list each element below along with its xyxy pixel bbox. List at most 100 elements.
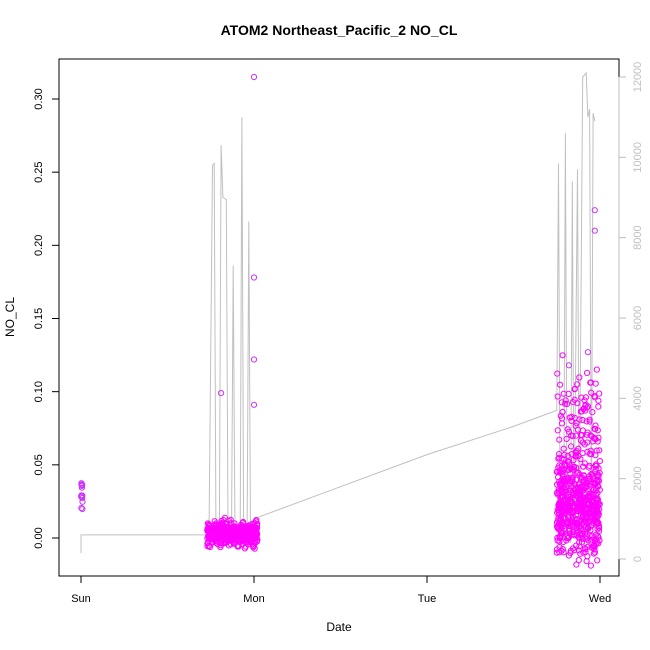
data-point <box>565 362 573 369</box>
data-point <box>587 538 594 545</box>
data-point <box>582 548 589 556</box>
data-point <box>586 462 593 469</box>
data-point <box>574 490 581 497</box>
y-left-tick-label: 0.00 <box>33 527 45 548</box>
data-point <box>241 545 248 552</box>
data-point <box>578 474 586 481</box>
data-point <box>579 439 587 446</box>
data-point <box>595 403 602 410</box>
data-point <box>572 476 580 483</box>
data-point <box>79 505 86 513</box>
data-point <box>582 518 589 526</box>
data-point <box>251 545 258 552</box>
data-point <box>236 530 243 537</box>
data-point <box>554 370 561 377</box>
data-point <box>594 520 601 527</box>
data-point <box>594 483 601 490</box>
data-point <box>592 436 599 443</box>
data-point <box>569 516 576 523</box>
data-point <box>210 539 217 546</box>
data-point <box>591 425 598 432</box>
data-point <box>583 479 590 486</box>
data-point <box>587 478 594 485</box>
data-point <box>567 443 575 450</box>
x-axis: Sun Mon Tue Wed <box>71 575 611 605</box>
data-point <box>571 547 578 554</box>
data-point <box>220 539 228 546</box>
data-point <box>558 462 565 469</box>
y-right-tick-label: 0 <box>632 556 644 562</box>
data-point <box>565 504 572 511</box>
data-point <box>568 413 575 420</box>
y-right-tick-label: 8000 <box>632 225 644 249</box>
data-point <box>555 486 562 493</box>
data-point <box>575 534 582 541</box>
data-point <box>595 434 602 441</box>
data-point <box>562 503 569 511</box>
data-point <box>568 500 575 507</box>
y-axis-left: 0.00 0.05 0.10 0.15 0.20 0.25 0.30 <box>33 88 60 549</box>
data-point <box>580 463 587 470</box>
data-point <box>565 466 573 473</box>
data-point <box>577 524 585 532</box>
data-point <box>584 524 591 532</box>
data-point <box>578 408 585 415</box>
data-point <box>570 457 577 464</box>
data-point <box>562 397 569 404</box>
data-point <box>563 435 570 442</box>
data-point <box>567 480 574 487</box>
y-left-tick-label: 0.20 <box>33 235 45 256</box>
data-point <box>561 486 568 493</box>
data-point <box>560 468 567 475</box>
data-point <box>213 537 220 545</box>
data-point <box>574 488 581 495</box>
data-point <box>564 533 571 540</box>
y-right-tick-label: 4000 <box>632 386 644 410</box>
data-point <box>561 515 568 522</box>
data-point <box>591 393 598 400</box>
data-point <box>239 524 246 531</box>
data-point <box>563 537 570 544</box>
data-point <box>574 381 581 388</box>
data-point <box>577 550 584 557</box>
data-point <box>214 523 221 530</box>
data-point <box>560 523 567 530</box>
data-point <box>581 460 588 467</box>
data-point <box>581 545 589 552</box>
data-point <box>227 516 234 523</box>
data-point <box>596 390 603 397</box>
data-point <box>562 400 569 407</box>
x-tick-label: Tue <box>418 593 437 605</box>
data-point <box>588 389 595 396</box>
data-point <box>573 561 580 568</box>
data-point <box>204 520 211 527</box>
y-left-tick-label: 0.05 <box>33 454 45 475</box>
data-point <box>250 542 257 549</box>
data-point <box>559 509 566 516</box>
data-point <box>554 537 561 544</box>
data-point <box>564 400 571 408</box>
data-point <box>567 465 574 472</box>
x-tick-label: Wed <box>589 593 611 605</box>
data-point <box>583 404 591 411</box>
data-point <box>78 492 85 499</box>
y-axis-label: NO_CL <box>3 297 17 337</box>
data-point <box>229 528 236 535</box>
y-left-tick-label: 0.10 <box>33 381 45 402</box>
data-point <box>251 519 258 527</box>
data-point <box>581 441 588 448</box>
data-point <box>555 500 563 508</box>
data-point <box>576 543 583 550</box>
data-point <box>574 507 581 514</box>
data-point <box>562 483 570 490</box>
data-point <box>592 380 599 387</box>
data-point <box>561 451 568 458</box>
data-point <box>78 482 85 489</box>
data-point <box>596 537 603 544</box>
y-right-tick-label: 6000 <box>632 306 644 330</box>
data-point <box>560 390 567 397</box>
data-point <box>583 509 590 516</box>
data-point <box>595 540 602 547</box>
data-point <box>591 549 599 556</box>
data-point <box>583 418 590 425</box>
